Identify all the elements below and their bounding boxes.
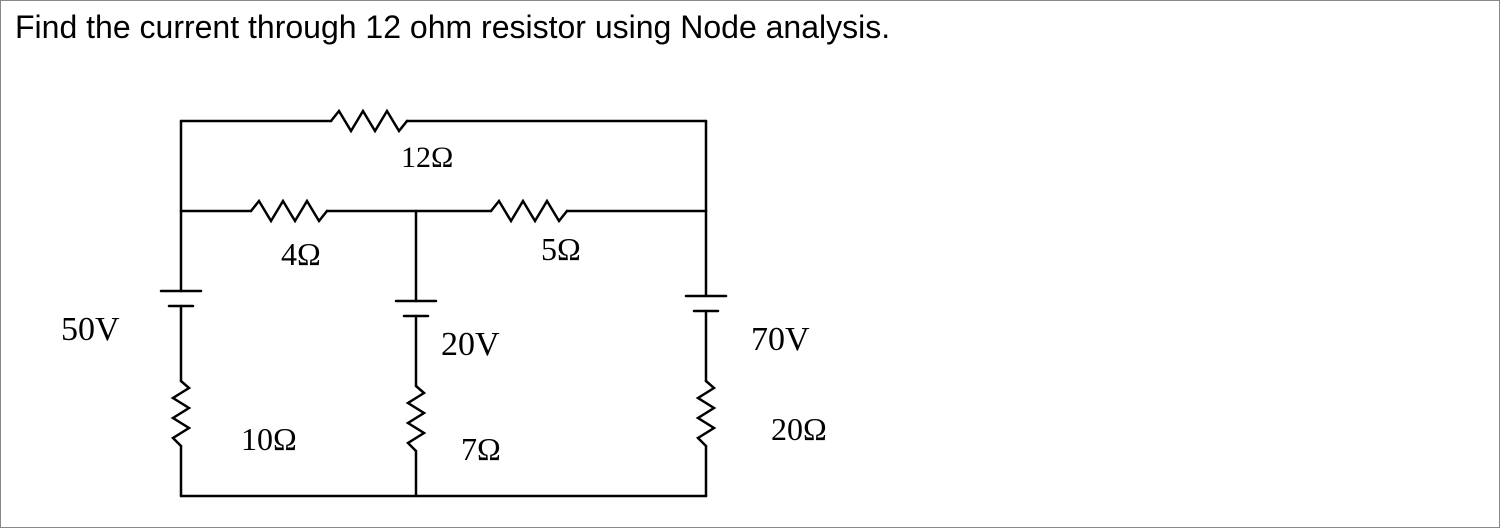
label-10ohm: 10Ω [241, 421, 297, 458]
label-7ohm: 7Ω [461, 431, 501, 468]
label-20ohm: 20Ω [771, 411, 827, 448]
label-70v: 70V [751, 321, 810, 359]
label-12ohm: 12Ω [401, 141, 453, 175]
label-50v: 50V [61, 311, 120, 349]
question-text: Find the current through 12 ohm resistor… [15, 9, 890, 46]
label-4ohm: 4Ω [281, 236, 321, 273]
label-20v: 20V [441, 326, 500, 364]
circuit-diagram: 50V 12Ω 4Ω 5Ω 20V 70V 10Ω 7Ω 20Ω [71, 91, 971, 521]
label-5ohm: 5Ω [541, 231, 581, 268]
